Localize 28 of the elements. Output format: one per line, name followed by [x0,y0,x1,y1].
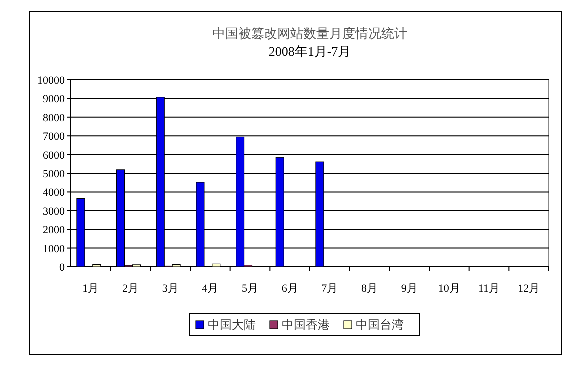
x-tick-label: 8月 [362,283,378,295]
x-tick-label: 7月 [322,283,338,295]
x-tick-label: 9月 [401,283,418,295]
x-tick-label: 6月 [282,283,298,295]
x-tick-label: 1月 [82,283,100,295]
y-tick-label: 5000 [43,168,66,180]
x-tick-label: 3月 [162,283,179,295]
y-tick-label: 6000 [43,150,66,162]
y-tick-label: 9000 [43,94,66,106]
chart-subtitle: 2008年1月-7月 [268,44,352,59]
legend-label: 中国香港 [282,318,330,332]
y-tick-label: 8000 [43,112,66,124]
y-tick-label: 3000 [43,206,66,218]
y-tick-label: 4000 [43,187,66,200]
x-tick-label: 5月 [242,283,258,295]
y-tick-label: 1000 [43,243,66,256]
x-tick-label: 10月 [438,283,460,295]
y-tick-label: 0 [60,262,66,274]
legend-label: 中国台湾 [356,318,404,332]
x-tick-label: 11月 [478,283,500,295]
chart-title: 中国被篡改网站数量月度情况统计 [212,26,408,41]
x-tick-label: 4月 [202,283,219,295]
x-tick-label: 2月 [122,283,139,295]
legend-label: 中国大陆 [208,318,256,332]
y-tick-label: 2000 [43,224,66,237]
x-tick-label: 12月 [518,283,540,295]
y-tick-label: 7000 [43,131,66,144]
y-tick-label: 10000 [38,75,66,87]
